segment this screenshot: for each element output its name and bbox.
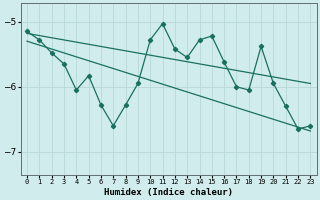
X-axis label: Humidex (Indice chaleur): Humidex (Indice chaleur) <box>104 188 233 197</box>
